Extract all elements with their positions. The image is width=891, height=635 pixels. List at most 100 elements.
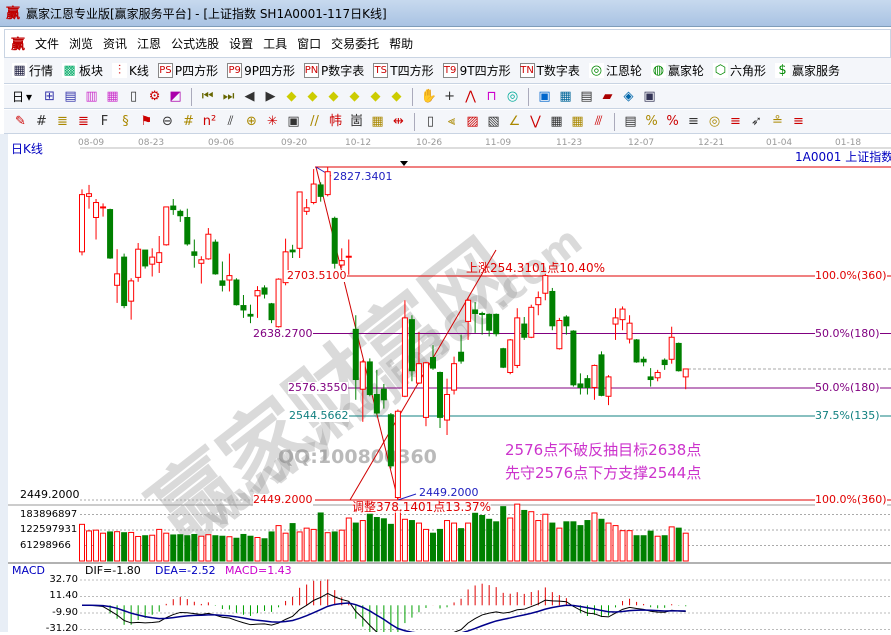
toolbar-dollar-button[interactable]: $ 赢家服务 — [774, 62, 840, 79]
f-lines-icon[interactable]: F — [100, 114, 109, 129]
menu-browse[interactable]: 浏览 — [69, 37, 94, 51]
gann-fan-icon[interactable]: ▨ — [466, 114, 479, 129]
save-icon[interactable]: ▰ — [602, 89, 613, 104]
gold-circle-icon[interactable]: ◎ — [708, 114, 721, 129]
gann-icon[interactable]: ⚙ — [148, 89, 161, 104]
golden-split-icon[interactable]: ≗ — [772, 114, 783, 129]
chart-type-icon[interactable]: ⊞ — [44, 89, 55, 104]
circle-icon[interactable]: ⊖ — [162, 114, 173, 129]
toolbar-winner-wheel-button[interactable]: ◍ 赢家轮 — [650, 62, 704, 79]
menu-tools[interactable]: 工具 — [263, 37, 288, 51]
target-icon[interactable]: ⊕ — [246, 114, 257, 129]
zoom-out-icon[interactable]: ◆ — [307, 89, 318, 104]
print-icon[interactable]: ▣ — [643, 89, 656, 104]
left-icon[interactable]: ◀ — [244, 89, 255, 104]
angle-icon[interactable]: ∠ — [508, 114, 521, 129]
gold-lines-2-icon[interactable]: ≣ — [78, 114, 89, 129]
grid-b-icon[interactable]: ▦ — [571, 114, 584, 129]
zoom-in-icon[interactable]: ◆ — [286, 89, 297, 104]
gann-square-icon[interactable]: 帏 — [328, 114, 342, 129]
gann-box-icon[interactable]: 崮 — [349, 114, 363, 129]
lines-icon[interactable]: // — [310, 114, 319, 129]
cycle-icon[interactable]: ◎ — [506, 89, 519, 104]
toolbar-separator — [191, 87, 193, 106]
toolbar-quote-table-button[interactable]: ▦ 行情 — [12, 62, 53, 79]
candle-type-icon[interactable]: ▯ — [129, 89, 138, 104]
fan-icon[interactable]: ⚑ — [140, 114, 153, 129]
menu-settings[interactable]: 设置 — [229, 37, 254, 51]
notes-icon[interactable]: ▤ — [64, 89, 77, 104]
gold-bar-icon[interactable]: ≡ — [793, 114, 804, 129]
section-icon[interactable]: ⊓ — [486, 89, 497, 104]
star-icon[interactable]: ✳ — [267, 114, 278, 129]
pen-icon[interactable]: ✎ — [15, 114, 26, 129]
volume-bar-up — [619, 530, 626, 562]
percent-icon[interactable]: % — [666, 114, 679, 129]
calculator-icon[interactable]: ▦ — [559, 89, 572, 104]
grid-icon[interactable]: # — [183, 114, 194, 129]
9t-square-icon: T9 — [442, 63, 458, 78]
last-icon[interactable]: ⏭ — [222, 89, 235, 104]
toolbar-gann-wheel-button[interactable]: ◎ 江恩轮 — [588, 62, 642, 79]
report-icon[interactable]: ▤ — [580, 89, 593, 104]
toolbar-t-square-button[interactable]: TS T四方形 — [373, 62, 434, 79]
table-icon[interactable]: ▦ — [371, 114, 384, 129]
percent-line-icon[interactable]: % — [645, 114, 658, 129]
shrink-icon[interactable]: ◆ — [349, 89, 360, 104]
volume-bar-up — [605, 522, 612, 562]
toolbar-p-square-button[interactable]: PS P四方形 — [157, 62, 218, 79]
right-icon[interactable]: ▶ — [265, 89, 276, 104]
menu-formula[interactable]: 公式选股 — [171, 37, 220, 51]
first-icon[interactable]: ⏮ — [201, 89, 214, 104]
fit-icon[interactable]: ◆ — [391, 89, 402, 104]
bar-chart-9-icon[interactable]: ▦ — [106, 89, 119, 104]
menu-help[interactable]: 帮助 — [389, 37, 414, 51]
fan-lines-icon[interactable]: ⫷ — [447, 114, 456, 129]
macd-title: MACD — [12, 564, 45, 577]
toolbar-p-number-table-button[interactable]: PN P数字表 — [304, 62, 364, 79]
rocket-icon[interactable]: ➶ — [751, 114, 762, 129]
box-icon[interactable]: ▣ — [287, 114, 300, 129]
grid-a-icon[interactable]: ▦ — [550, 114, 563, 129]
slash-icon[interactable]: ⫻ — [594, 114, 603, 129]
ruler-icon[interactable]: ▤ — [624, 114, 637, 129]
volume-bar-up — [668, 526, 675, 562]
color-icon[interactable]: ◩ — [169, 89, 182, 104]
percent-band-icon[interactable]: ≡ — [688, 114, 699, 129]
period-select[interactable]: 日 ▾ — [12, 88, 32, 105]
menu-gann[interactable]: 江恩 — [137, 37, 162, 51]
bar-chart-icon[interactable]: ▥ — [85, 89, 98, 104]
volume-bar-down — [486, 518, 493, 562]
toolbar-9p-square-button[interactable]: P9 9P四方形 — [227, 62, 295, 79]
gold-line-icon[interactable]: ≡ — [730, 114, 741, 129]
span-icon[interactable]: ⇹ — [393, 114, 404, 129]
wave-icon[interactable]: ⋁ — [530, 114, 541, 129]
toolbar-t-number-table-button[interactable]: TN T数字表 — [519, 62, 580, 79]
move-icon[interactable]: ◆ — [370, 89, 381, 104]
gold-lines-icon[interactable]: ≣ — [57, 114, 68, 129]
arrow-icon[interactable]: ⫽ — [227, 114, 234, 129]
expand-icon[interactable]: ◆ — [328, 89, 339, 104]
menu-trade[interactable]: 交易委托 — [331, 37, 380, 51]
parallel-icon[interactable]: # — [36, 114, 47, 129]
n2-icon[interactable]: n² — [202, 114, 217, 129]
hand-icon[interactable]: ✋ — [420, 89, 437, 104]
spiral-icon[interactable]: § — [122, 114, 129, 129]
menu-file[interactable]: 文件 — [35, 37, 60, 51]
p-number-table-icon: PN — [304, 63, 320, 78]
volume-bar-up — [205, 534, 212, 562]
settings-icon[interactable]: ◈ — [623, 89, 634, 104]
crosshair-icon[interactable]: + — [444, 89, 455, 104]
volume-bar-up — [135, 535, 142, 562]
toolbar-sector-button[interactable]: ▩ 板块 — [62, 62, 103, 79]
toolbar-kline-button[interactable]: ⫶ K线 — [112, 62, 149, 79]
line-tool-icon[interactable]: ⋀ — [465, 89, 476, 104]
toolbar-9t-square-button[interactable]: T9 9T四方形 — [442, 62, 511, 79]
toolbar-hexagon-button[interactable]: ⬡ 六角形 — [712, 62, 766, 79]
menu-news[interactable]: 资讯 — [103, 37, 128, 51]
triangle-grid-icon[interactable]: ▧ — [487, 114, 500, 129]
level-label: 2449.2000 — [253, 493, 313, 506]
calendar-icon[interactable]: ▣ — [538, 89, 551, 104]
menu-window[interactable]: 窗口 — [297, 37, 322, 51]
range-icon[interactable]: ▯ — [426, 114, 435, 129]
